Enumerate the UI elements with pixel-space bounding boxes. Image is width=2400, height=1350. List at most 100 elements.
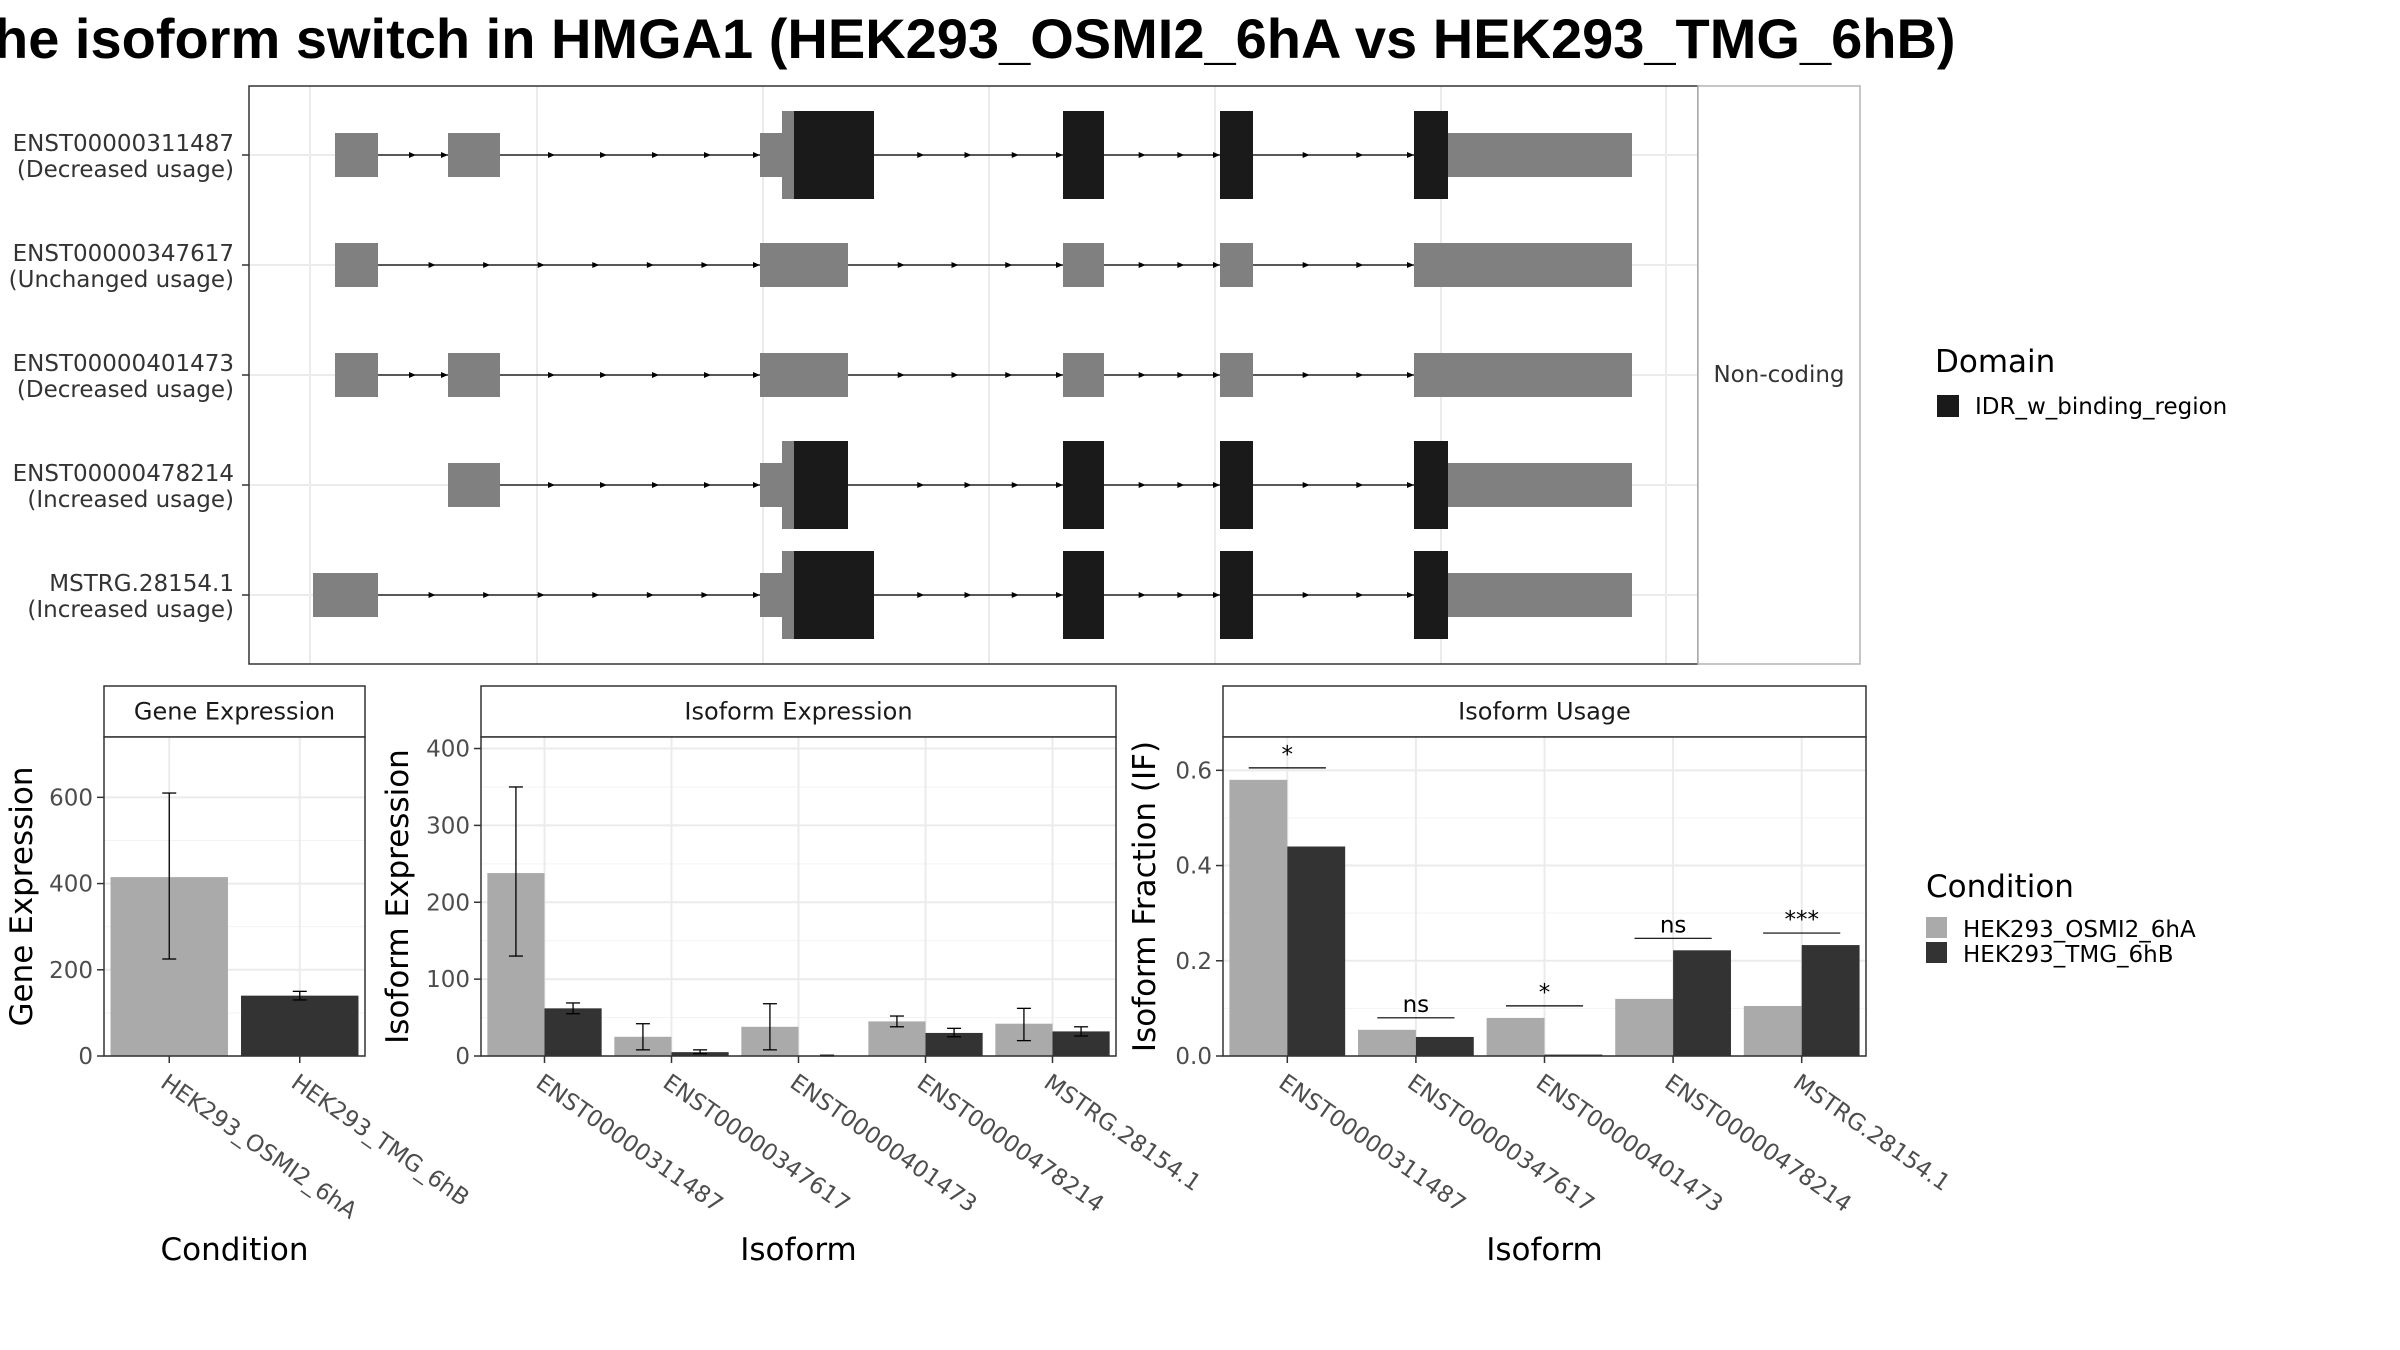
utr-exon [1448, 573, 1632, 617]
y-tick-label: 0 [455, 1044, 470, 1070]
intron-arrow [409, 372, 416, 378]
domain-legend-title: Domain [1935, 344, 2055, 380]
y-tick-label: 0.4 [1175, 854, 1212, 880]
intron-arrow [652, 152, 659, 158]
intron-arrow [1302, 262, 1310, 268]
utr-exon [448, 133, 500, 177]
intron-arrow [428, 262, 436, 268]
intron-arrow [1177, 152, 1185, 158]
condition-legend-key-a [1926, 917, 1947, 938]
transcript-facet-strip [1697, 85, 1861, 665]
transcript-row [313, 551, 1632, 639]
y-tick-label: 400 [49, 872, 93, 898]
intron-arrow [646, 262, 654, 268]
y-tick-label: 0.0 [1175, 1044, 1212, 1070]
intron-arrow [1356, 262, 1364, 268]
bar [1287, 846, 1346, 1056]
y-tick-label: 600 [49, 785, 93, 811]
intron-arrow [428, 592, 436, 598]
intron-arrow [1302, 372, 1310, 378]
y-tick-label: 300 [426, 813, 470, 839]
intron-arrow [592, 592, 600, 598]
intron-arrow [483, 592, 491, 598]
intron-arrow [1302, 152, 1310, 158]
intron-arrow [753, 372, 760, 378]
intron-arrow [646, 592, 654, 598]
facet-strip-label: Gene Expression [134, 698, 335, 726]
intron-arrow [1138, 592, 1146, 598]
domain-exon [794, 551, 874, 639]
intron-arrow [1356, 482, 1364, 488]
utr-exon [1448, 463, 1632, 507]
y-tick-label: 0.6 [1175, 758, 1212, 784]
domain-exon [1414, 441, 1448, 529]
significance-label: ns [1403, 992, 1430, 1018]
utr-exon [335, 243, 378, 287]
panel-border [480, 736, 1117, 1057]
facet-strip-label: Isoform Expression [684, 698, 912, 726]
intron-arrow [704, 152, 711, 158]
utr-exon [1220, 243, 1253, 287]
bar [1673, 950, 1731, 1056]
intron-arrow [964, 482, 972, 488]
intron-arrow [897, 372, 905, 378]
intron-arrow [1138, 262, 1146, 268]
domain-exon [794, 441, 848, 529]
utr-exon [1414, 243, 1632, 287]
domain-exon [1063, 111, 1104, 199]
intron-arrow [1138, 482, 1146, 488]
panel-border [103, 736, 366, 1057]
intron-arrow [1011, 482, 1019, 488]
intron-arrow [600, 152, 607, 158]
panel-border [1222, 736, 1867, 1057]
transcript-row [335, 111, 1632, 199]
intron-arrow [1056, 482, 1063, 488]
intron-arrow [441, 372, 448, 378]
intron-arrow [897, 262, 905, 268]
utr-exon [335, 133, 378, 177]
utr-exon [760, 243, 848, 287]
transcript-structure-panel: ENST00000311487(Decreased usage)ENST0000… [9, 85, 1699, 665]
transcript-id-label: MSTRG.28154.1 [49, 571, 234, 597]
utr-exon [1063, 243, 1104, 287]
domain-exon [1220, 441, 1253, 529]
y-tick-label: 200 [49, 958, 93, 984]
utr-exon [448, 353, 500, 397]
intron-arrow [600, 482, 607, 488]
intron-arrow [917, 482, 925, 488]
intron-arrow [1011, 592, 1019, 598]
intron-arrow [1011, 152, 1019, 158]
y-tick-label: 0 [78, 1044, 93, 1070]
condition-legend-title: Condition [1926, 869, 2074, 905]
bar [925, 1032, 983, 1056]
transcript-id-label: ENST00000347617 [13, 241, 234, 267]
facet-strip [103, 685, 366, 738]
intron-arrow [1213, 482, 1220, 488]
intron-arrow [1005, 372, 1013, 378]
intron-arrow [600, 372, 607, 378]
utr-exon [1063, 353, 1104, 397]
x-axis-title: Isoform [740, 1232, 857, 1268]
x-axis-title: Isoform [1486, 1232, 1603, 1268]
intron-arrow [409, 152, 416, 158]
significance-label: *** [1784, 907, 1819, 933]
intron-arrow [753, 482, 760, 488]
significance-label: ns [1660, 912, 1687, 938]
bar [1358, 1029, 1416, 1056]
intron-arrow [1407, 372, 1414, 378]
isoform-usage-panel: Isoform Usage0.00.20.40.6ENST00000311487… [1127, 685, 1954, 1268]
figure-title: he isoform switch in HMGA1 (HEK293_OSMI2… [0, 7, 1956, 70]
intron-arrow [548, 372, 555, 378]
transcript-row [335, 243, 1632, 287]
intron-arrow [917, 152, 925, 158]
intron-arrow [964, 152, 972, 158]
intron-arrow [701, 262, 709, 268]
utr-exon [313, 573, 378, 617]
utr-exon [335, 353, 378, 397]
coding-exon-step [782, 111, 794, 199]
domain-exon [794, 111, 874, 199]
intron-arrow [1005, 262, 1013, 268]
bar [241, 995, 359, 1056]
intron-arrow [964, 592, 972, 598]
intron-arrow [1177, 262, 1185, 268]
